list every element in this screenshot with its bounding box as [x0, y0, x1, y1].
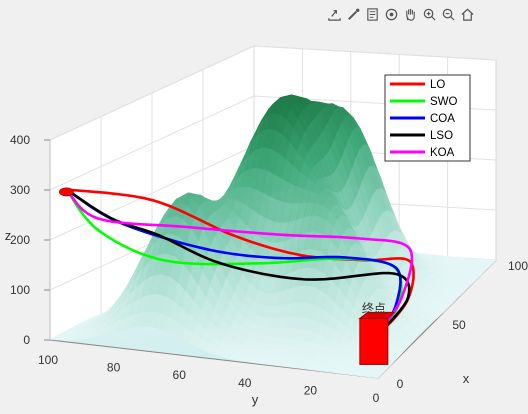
- z-axis-label: z: [5, 228, 12, 243]
- start-marker: [59, 187, 74, 197]
- path-swo: [65, 188, 403, 341]
- end-marker: [359, 317, 389, 365]
- pan-icon[interactable]: [402, 4, 419, 24]
- x-tick-label: 0: [397, 377, 404, 391]
- z-tick-label: 100: [10, 283, 30, 297]
- y-tick-label: 60: [173, 368, 187, 382]
- brush-icon[interactable]: [345, 4, 362, 24]
- y-tick-label: 100: [38, 353, 58, 367]
- legend-label-coa: COA: [430, 113, 455, 125]
- datatip-icon[interactable]: [364, 4, 381, 24]
- z-tick-label: 0: [23, 333, 30, 347]
- x-axis-label: x: [463, 371, 470, 386]
- y-tick-label: 80: [107, 361, 121, 375]
- marker-group: 终点: [59, 187, 396, 365]
- path-koa: [65, 188, 414, 341]
- end-label: 终点: [362, 300, 386, 315]
- y-tick-label: 40: [238, 376, 252, 390]
- x-tick-label: 100: [508, 259, 528, 273]
- legend-label-swo: SWO: [430, 96, 458, 108]
- zoom-out-icon[interactable]: [440, 4, 457, 24]
- y-tick-label: 0: [373, 391, 380, 405]
- legend-label-koa: KOA: [430, 147, 455, 159]
- z-tick-label: 400: [10, 133, 30, 147]
- y-tick-label: 20: [304, 383, 318, 397]
- legend-label-lso: LSO: [430, 130, 453, 142]
- y-axis-label: y: [252, 392, 259, 407]
- legend[interactable]: LO SWO COA LSO KOA: [384, 74, 471, 162]
- end-marker-top: [358, 311, 396, 319]
- surface-face: [369, 373, 382, 379]
- legend-label-lo: LO: [430, 79, 445, 91]
- z-tick-label: 300: [10, 183, 30, 197]
- path-series-group: [65, 188, 415, 341]
- home-icon[interactable]: [459, 4, 476, 24]
- axes-toolbar: [326, 4, 476, 26]
- export-icon[interactable]: [326, 4, 343, 24]
- zoom-in-icon[interactable]: [421, 4, 438, 24]
- z-gridline: [49, 45, 497, 141]
- x-tick-label: 50: [452, 318, 466, 332]
- z-tick-label: 200: [10, 233, 30, 247]
- rotate-3d-icon[interactable]: [383, 4, 400, 24]
